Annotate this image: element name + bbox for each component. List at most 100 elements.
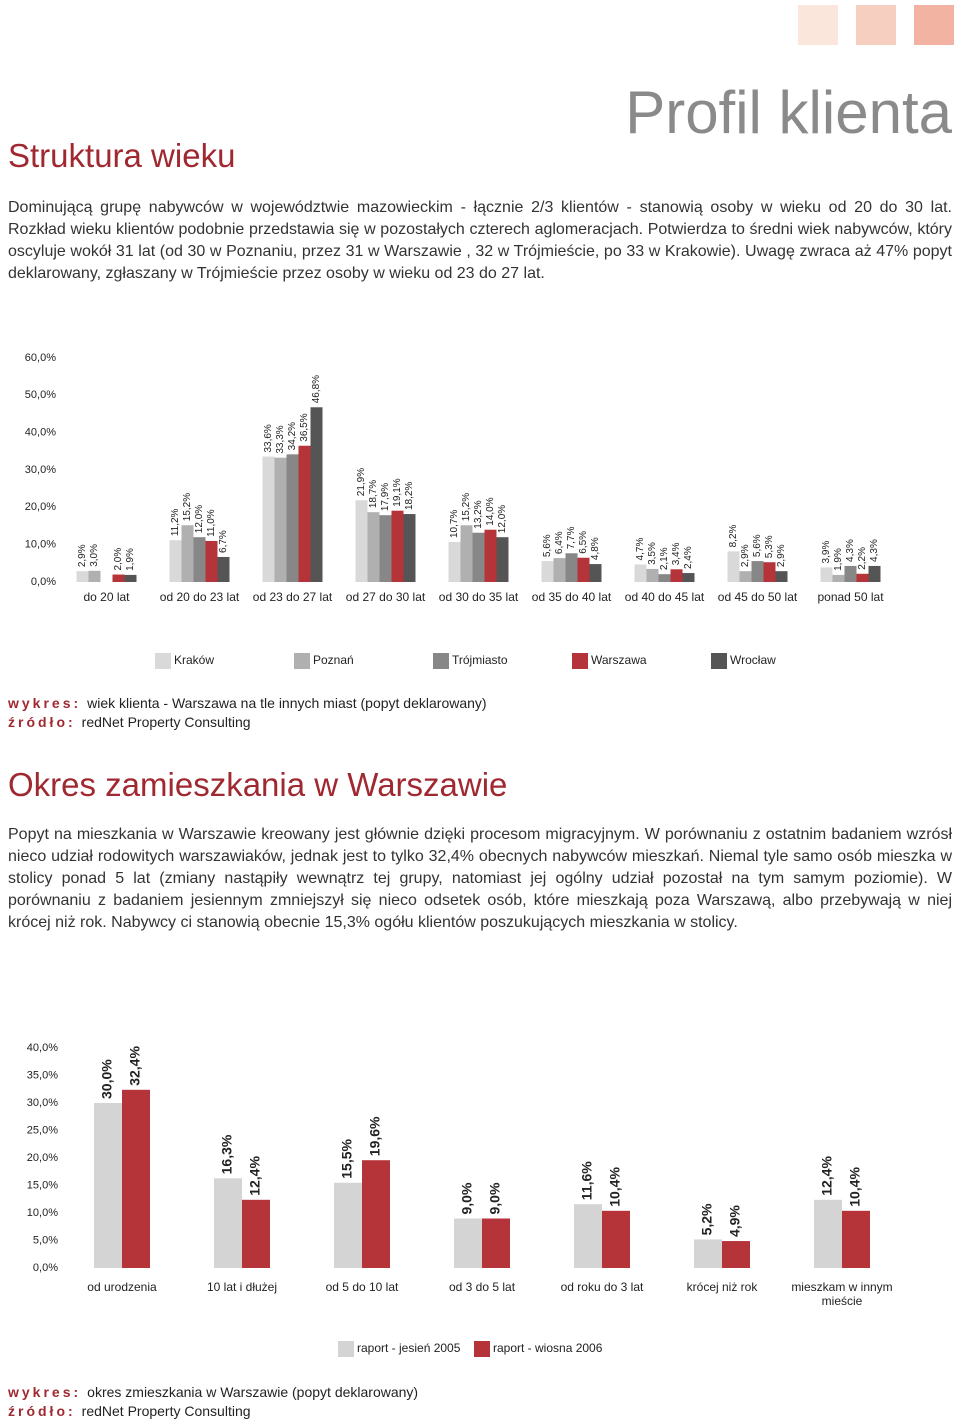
bar xyxy=(217,556,230,582)
y-tick-label: 30,0% xyxy=(25,464,56,476)
value-label: 6,5% xyxy=(578,531,589,554)
legend-label: Warszawa xyxy=(591,653,647,667)
bar xyxy=(454,1218,482,1268)
section-heading: Struktura wieku xyxy=(8,137,236,174)
value-label: 12,4% xyxy=(247,1156,263,1196)
bar xyxy=(274,457,287,582)
value-label: 3,4% xyxy=(671,542,682,565)
y-tick-label: 15,0% xyxy=(27,1179,58,1191)
bar xyxy=(482,1218,510,1268)
value-label: 19,6% xyxy=(367,1116,383,1156)
value-label: 12,0% xyxy=(497,505,508,533)
y-tick-label: 5,0% xyxy=(33,1234,58,1246)
value-label: 11,0% xyxy=(206,509,217,537)
bar xyxy=(844,565,857,582)
value-label: 4,3% xyxy=(845,539,856,562)
decor-square xyxy=(914,5,954,45)
bar xyxy=(94,1103,122,1268)
value-label: 9,0% xyxy=(459,1182,475,1214)
decor-square xyxy=(856,5,896,45)
value-label: 2,9% xyxy=(740,544,751,567)
bar xyxy=(112,574,125,582)
legend-swatch xyxy=(294,653,310,669)
value-label: 3,5% xyxy=(647,542,658,565)
y-tick-label: 35,0% xyxy=(27,1069,58,1081)
legend-swatch xyxy=(155,653,171,669)
bar xyxy=(722,1241,750,1268)
legend-swatch xyxy=(433,653,449,669)
bar xyxy=(193,537,206,582)
y-tick-label: 10,0% xyxy=(25,539,56,551)
value-label: 15,2% xyxy=(461,493,472,521)
y-tick-label: 20,0% xyxy=(27,1152,58,1164)
value-label: 8,2% xyxy=(728,524,739,547)
bar xyxy=(448,542,461,582)
bar xyxy=(553,558,566,582)
legend-swatch xyxy=(338,1341,354,1357)
legend-label: raport - wiosna 2006 xyxy=(493,1341,603,1355)
bar xyxy=(367,512,380,582)
bar xyxy=(242,1199,270,1268)
bar xyxy=(751,561,764,582)
bar xyxy=(670,569,683,582)
value-label: 18,7% xyxy=(368,480,379,508)
value-label: 2,9% xyxy=(776,544,787,567)
x-tick-label: 10 lat i dłużej xyxy=(206,1280,278,1294)
value-label: 6,7% xyxy=(218,530,229,553)
bar xyxy=(602,1210,630,1268)
value-label: 4,3% xyxy=(869,539,880,562)
bar xyxy=(496,537,509,582)
source: źródło: redNet Property Consulting xyxy=(8,1402,251,1421)
source-label: źródło: xyxy=(8,1403,76,1419)
value-label: 2,4% xyxy=(683,546,694,569)
value-label: 5,3% xyxy=(764,535,775,558)
caption: wykres: wiek klienta - Warszawa na tle in… xyxy=(8,694,487,713)
value-label: 12,4% xyxy=(819,1156,835,1196)
bar xyxy=(565,553,578,582)
value-label: 2,9% xyxy=(77,544,88,567)
value-label: 5,6% xyxy=(542,534,553,557)
value-label: 10,4% xyxy=(847,1167,863,1207)
source-text: redNet Property Consulting xyxy=(81,714,251,730)
bar xyxy=(205,540,218,582)
value-label: 9,0% xyxy=(487,1182,503,1214)
bar xyxy=(727,551,740,582)
x-tick-label: do 20 lat xyxy=(83,590,130,604)
bar xyxy=(856,573,869,582)
legend-label: Trójmiasto xyxy=(452,653,508,667)
bar xyxy=(646,568,659,582)
bar xyxy=(298,445,311,582)
value-label: 5,2% xyxy=(699,1203,715,1235)
bar xyxy=(832,574,845,582)
caption-label: wykres: xyxy=(8,695,82,711)
bar xyxy=(541,561,554,582)
bar xyxy=(739,571,752,582)
value-label: 33,3% xyxy=(275,425,286,453)
page-title: Profil klienta xyxy=(625,79,952,146)
y-tick-label: 20,0% xyxy=(25,501,56,513)
y-tick-label: 50,0% xyxy=(25,389,56,401)
bar xyxy=(169,540,182,582)
legend-swatch xyxy=(711,653,727,669)
caption: wykres: okres zmieszkania w Warszawie (po… xyxy=(8,1383,418,1402)
x-tick-label: od urodzenia xyxy=(87,1280,157,1294)
value-label: 33,6% xyxy=(263,424,274,452)
bar xyxy=(214,1178,242,1268)
bar xyxy=(286,454,299,582)
legend-label: Poznań xyxy=(313,653,354,667)
caption-text: wiek klienta - Warszawa na tle innych mi… xyxy=(87,695,487,711)
value-label: 3,0% xyxy=(89,544,100,567)
bar xyxy=(842,1210,870,1268)
bar xyxy=(391,510,404,582)
legend-label: Kraków xyxy=(174,653,214,667)
value-label: 10,7% xyxy=(449,510,460,538)
value-label: 17,9% xyxy=(380,483,391,511)
bar xyxy=(472,532,485,582)
paragraph: Popyt na mieszkania w Warszawie kreowany… xyxy=(8,826,952,931)
value-label: 32,4% xyxy=(127,1046,143,1086)
y-tick-label: 40,0% xyxy=(27,1042,58,1054)
x-tick-label: od 27 do 30 lat xyxy=(345,590,426,604)
legend-swatch xyxy=(474,1341,490,1357)
value-label: 6,4% xyxy=(554,531,565,554)
